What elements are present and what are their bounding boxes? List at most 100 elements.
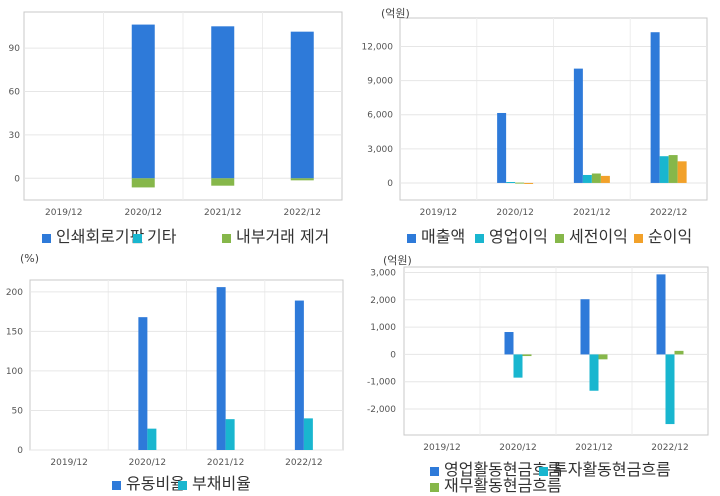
y-tick-label: 0	[17, 446, 23, 456]
y-tick-label: 1,000	[370, 323, 396, 333]
legend-item[interactable]: 영업활동현금흐름	[430, 456, 562, 480]
legend-swatch	[133, 234, 142, 243]
legend-label: 영업이익	[489, 227, 548, 246]
x-tick-label: 2019/12	[423, 443, 460, 453]
bar-내부거래 제거	[290, 178, 314, 181]
legend-label: 유동비율	[126, 474, 185, 493]
y-tick-label: 6,000	[367, 111, 393, 121]
legend-item[interactable]: 투자활동현금흐름	[539, 456, 671, 480]
bar-투자활동현금흐름	[665, 354, 675, 425]
y-tick-label: 3,000	[367, 145, 393, 155]
x-tick-label: 2021/12	[575, 443, 612, 453]
legend-label: 순이익	[648, 227, 693, 246]
bar-영업이익	[582, 174, 592, 183]
y-tick-label: 30	[9, 131, 21, 141]
y-tick-label: -2,000	[367, 405, 396, 415]
bar-영업이익	[506, 182, 516, 184]
y-tick-label: 60	[9, 88, 21, 98]
bar-세전이익	[515, 182, 525, 184]
legend-label: 매출액	[421, 227, 466, 246]
y-tick-label: 150	[6, 327, 23, 337]
y-tick-label: 12,000	[362, 42, 394, 52]
bar-투자활동현금흐름	[589, 354, 599, 391]
bar-영업활동현금흐름	[580, 299, 590, 355]
unit-label: (억원)	[381, 7, 410, 20]
x-tick-label: 2020/12	[129, 458, 166, 468]
bar-인쇄회로기판	[290, 31, 314, 179]
legend-item[interactable]: 매출액	[407, 223, 465, 247]
legend-swatch	[430, 467, 439, 476]
bar-매출액	[573, 68, 583, 183]
legend-item[interactable]: 재무활동현금흐름	[430, 472, 562, 496]
y-tick-label: 50	[12, 406, 24, 416]
x-tick-label: 2022/12	[284, 208, 321, 218]
legend-item[interactable]: 영업이익	[475, 223, 548, 247]
legend-swatch	[407, 234, 416, 243]
legend-label: 투자활동현금흐름	[553, 460, 671, 479]
y-tick-label: 0	[390, 350, 396, 360]
legend-label: 내부거래 제거	[236, 227, 330, 246]
bar-매출액	[650, 32, 660, 183]
bar-영업이익	[659, 156, 669, 183]
bar-부채비율	[303, 418, 313, 450]
legend-swatch	[112, 481, 121, 490]
x-tick-label: 2022/12	[651, 443, 688, 453]
x-tick-label: 2019/12	[420, 208, 457, 218]
bar-재무활동현금흐름	[674, 350, 684, 355]
unit-label: (억원)	[383, 254, 412, 267]
bar-인쇄회로기판	[131, 24, 155, 179]
x-tick-label: 2019/12	[45, 208, 82, 218]
bar-재무활동현금흐름	[522, 354, 532, 357]
bar-부채비율	[225, 419, 235, 450]
x-tick-label: 2020/12	[499, 443, 536, 453]
y-tick-label: 200	[6, 288, 23, 298]
x-tick-label: 2020/12	[496, 208, 533, 218]
legend-label: 세전이익	[569, 227, 628, 246]
y-tick-label: 2,000	[370, 296, 396, 306]
y-tick-label: -1,000	[367, 378, 396, 388]
x-tick-label: 2021/12	[207, 458, 244, 468]
bar-순이익	[677, 161, 687, 183]
bar-투자활동현금흐름	[513, 354, 523, 378]
x-tick-label: 2021/12	[204, 208, 241, 218]
legend-item[interactable]: 세전이익	[555, 223, 628, 247]
legend-label: 재무활동현금흐름	[444, 476, 562, 495]
bar-세전이익	[591, 173, 601, 183]
bar-유동비율	[294, 300, 304, 450]
legend-item[interactable]: 유동비율	[112, 470, 185, 494]
x-tick-label: 2019/12	[50, 458, 87, 468]
bar-인쇄회로기판	[211, 26, 235, 179]
bar-영업활동현금흐름	[656, 274, 666, 355]
y-tick-label: 3,000	[370, 268, 396, 278]
bar-영업활동현금흐름	[504, 332, 514, 355]
legend-swatch	[178, 481, 187, 490]
y-tick-label: 0	[387, 179, 393, 189]
bar-유동비율	[138, 317, 148, 450]
x-tick-label: 2020/12	[125, 208, 162, 218]
legend-swatch	[555, 234, 564, 243]
x-tick-label: 2022/12	[650, 208, 687, 218]
bar-순이익	[600, 175, 610, 183]
legend-item[interactable]: 내부거래 제거	[222, 223, 329, 247]
bar-순이익	[524, 182, 534, 184]
legend-swatch	[430, 483, 439, 492]
legend-label: 인쇄회로기판	[56, 227, 145, 246]
legend-item[interactable]: 인쇄회로기판	[42, 223, 144, 247]
bar-재무활동현금흐름	[598, 354, 608, 360]
legend-swatch	[634, 234, 643, 243]
legend-item[interactable]: 기타	[133, 223, 176, 247]
bar-부채비율	[147, 428, 157, 450]
legend-item[interactable]: 순이익	[634, 223, 692, 247]
x-tick-label: 2021/12	[573, 208, 610, 218]
legend-item[interactable]: 부채비율	[178, 470, 251, 494]
legend-swatch	[42, 234, 51, 243]
bar-매출액	[497, 112, 507, 183]
bar-내부거래 제거	[131, 178, 155, 188]
legend-label: 부채비율	[192, 474, 251, 493]
bar-세전이익	[668, 155, 678, 183]
legend-swatch	[222, 234, 231, 243]
y-tick-label: 90	[9, 44, 21, 54]
unit-label: (%)	[20, 252, 40, 265]
bar-유동비율	[216, 287, 226, 450]
